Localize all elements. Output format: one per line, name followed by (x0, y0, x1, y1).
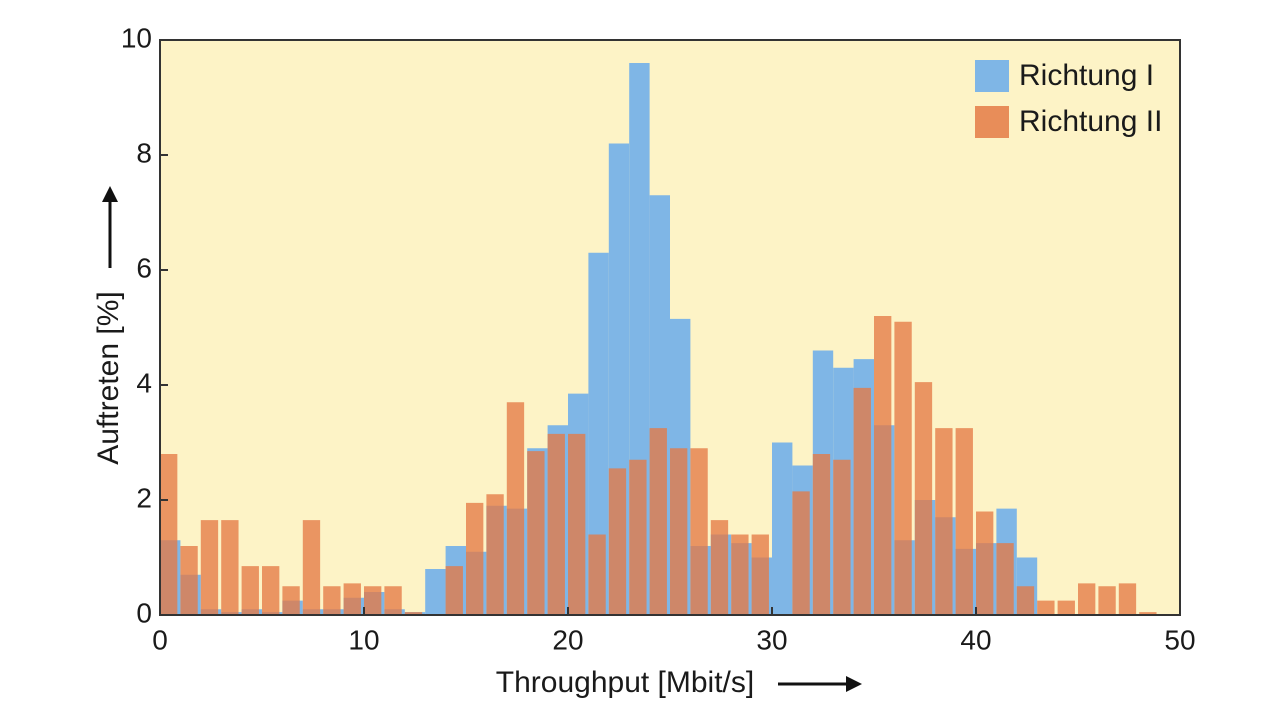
bar (1057, 600, 1075, 615)
bar (670, 448, 688, 615)
bar (690, 448, 708, 615)
bar (976, 511, 994, 615)
legend-label: Richtung II (1019, 105, 1162, 138)
bar (812, 454, 831, 615)
bar (649, 428, 667, 615)
bar (1118, 583, 1137, 615)
bar (282, 586, 300, 615)
bar (486, 494, 504, 615)
bar (1139, 612, 1157, 615)
legend-swatch (975, 106, 1009, 138)
bar (1016, 586, 1035, 615)
bar (343, 583, 361, 615)
legend-label: Richtung I (1019, 59, 1154, 92)
bar (996, 543, 1014, 615)
bar (404, 612, 423, 615)
bar (527, 451, 545, 615)
bar (710, 520, 729, 615)
y-tick-label: 10 (121, 22, 152, 53)
y-tick-label: 8 (136, 137, 152, 168)
bar (853, 387, 871, 615)
bar (1098, 586, 1116, 615)
bar (302, 520, 321, 615)
bar (1037, 600, 1055, 615)
bar (425, 569, 446, 615)
x-tick-label: 20 (552, 624, 583, 655)
bar (731, 534, 749, 615)
legend: Richtung I Richtung II (975, 59, 1162, 138)
bar (221, 520, 239, 615)
bar (914, 382, 933, 615)
bar (262, 566, 280, 615)
x-tick-label: 40 (960, 624, 991, 655)
bars (160, 63, 1157, 615)
x-arrow-head (846, 676, 862, 692)
bar (323, 586, 341, 615)
bar (772, 442, 793, 615)
bar (608, 468, 627, 615)
bar (955, 428, 973, 615)
bar (384, 586, 402, 615)
y-tick-label: 4 (136, 367, 152, 398)
y-tick-label: 6 (136, 252, 152, 283)
bar (894, 321, 912, 615)
y-tick-label: 2 (136, 482, 152, 513)
bar (792, 491, 810, 615)
bar (445, 566, 463, 615)
bar (364, 586, 382, 615)
x-tick-label: 0 (152, 624, 168, 655)
x-axis-label: Throughput [Mbit/s] (496, 666, 754, 699)
bar (568, 433, 586, 615)
bar (751, 534, 769, 615)
bar (547, 433, 565, 615)
bar (241, 566, 259, 615)
bar (506, 402, 525, 615)
x-tick-label: 10 (348, 624, 379, 655)
bar (200, 520, 219, 615)
plot-frame (159, 39, 1181, 616)
bar (629, 459, 647, 615)
bar (874, 316, 892, 615)
bar (160, 454, 178, 615)
bar (588, 534, 606, 615)
bar (180, 546, 198, 615)
bar (588, 252, 609, 615)
bar (1078, 583, 1096, 615)
bar (466, 502, 484, 615)
bar (833, 459, 851, 615)
y-tick-label: 0 (136, 597, 152, 628)
x-tick-label: 30 (756, 624, 787, 655)
x-tick-label: 50 (1164, 624, 1195, 655)
y-arrow-head (102, 186, 118, 202)
y-axis-label: Auftreten [%] (92, 291, 125, 464)
legend-swatch (975, 60, 1009, 92)
bar (935, 428, 953, 615)
